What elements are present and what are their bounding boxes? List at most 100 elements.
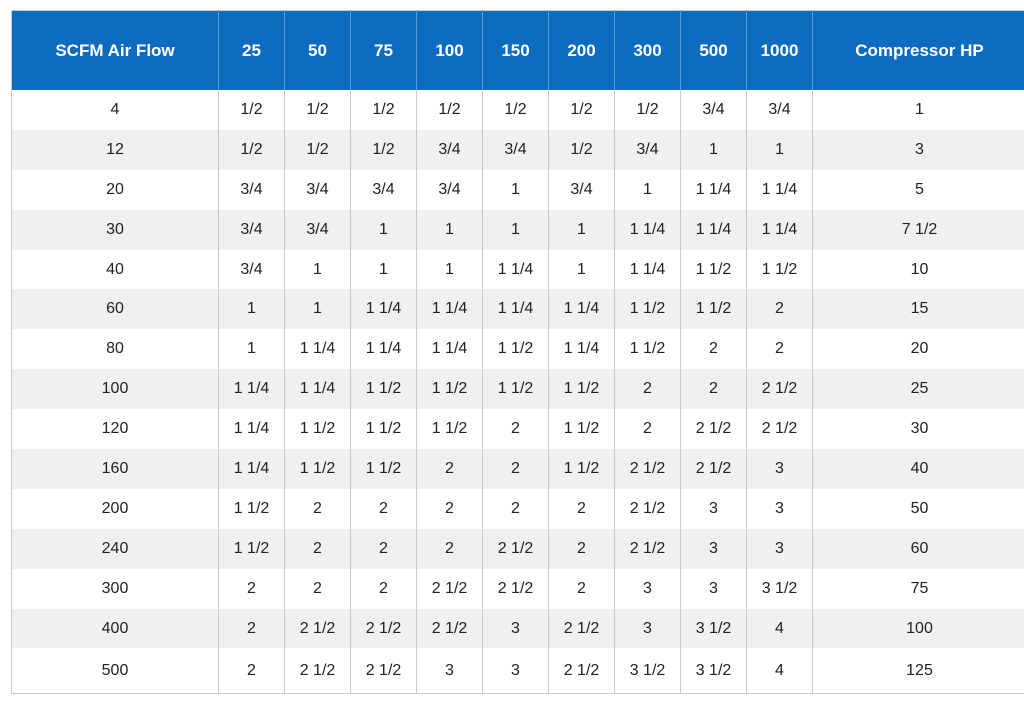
- column-header-pressure-25: 25: [218, 10, 285, 90]
- pipe-size-cell: 2: [218, 648, 285, 694]
- pipe-size-cell: 3: [614, 568, 681, 609]
- scfm-cell: 30: [11, 209, 219, 250]
- pipe-size-cell: 3/4: [614, 129, 681, 170]
- pipe-size-cell: 2: [350, 528, 417, 569]
- pipe-size-cell: 2 1/2: [746, 409, 813, 450]
- table-row: 12 1/2 1/2 1/2 3/4 3/4 1/2 3/4 1 1 3: [11, 129, 1024, 170]
- compressor-hp-cell: 40: [812, 449, 1024, 489]
- pipe-size-cell: 1 1/4: [218, 409, 285, 450]
- pipe-size-cell: 1/2: [350, 90, 417, 130]
- pipe-size-cell: 2: [284, 568, 351, 609]
- pipe-size-cell: 1: [680, 129, 747, 170]
- pipe-size-cell: 1/2: [614, 90, 681, 130]
- scfm-cell: 160: [11, 449, 219, 489]
- pipe-size-cell: 2: [680, 369, 747, 410]
- column-header-compressor-hp: Compressor HP: [812, 10, 1024, 90]
- pipe-size-table: SCFM Air Flow 25 50 75 100 150 200 300 500 1000 Co…: [11, 10, 1024, 695]
- pipe-size-cell: 1 1/2: [218, 488, 285, 529]
- pipe-size-cell: 2: [548, 488, 615, 529]
- pipe-size-cell: 1 1/4: [218, 369, 285, 410]
- pipe-size-cell: 3/4: [218, 249, 285, 290]
- scfm-cell: 500: [11, 648, 219, 694]
- scfm-cell: 240: [11, 528, 219, 569]
- pipe-size-cell: 1 1/2: [350, 369, 417, 410]
- pipe-size-cell: 1 1/2: [218, 528, 285, 569]
- scfm-cell: 4: [11, 90, 219, 130]
- table-row: 30 3/4 3/4 1 1 1 1 1 1/4 1 1/4 1 1/4 7 1/2: [11, 209, 1024, 250]
- scfm-cell: 12: [11, 129, 219, 170]
- pipe-size-cell: 2: [548, 568, 615, 609]
- pipe-size-cell: 1: [218, 289, 285, 330]
- pipe-size-cell: 2: [350, 488, 417, 529]
- pipe-size-cell: 1 1/4: [218, 449, 285, 489]
- pipe-size-cell: 3: [680, 528, 747, 569]
- pipe-size-cell: 1: [350, 209, 417, 250]
- pipe-size-cell: 2 1/2: [350, 608, 417, 649]
- pipe-size-cell: 2 1/2: [416, 608, 483, 649]
- pipe-size-cell: 3: [746, 528, 813, 569]
- compressor-hp-cell: 125: [812, 648, 1024, 694]
- pipe-size-cell: 1: [614, 169, 681, 210]
- compressor-hp-cell: 3: [812, 129, 1024, 170]
- pipe-size-cell: 2: [746, 329, 813, 370]
- pipe-size-cell: 1 1/4: [416, 289, 483, 330]
- pipe-size-cell: 1: [284, 249, 351, 290]
- pipe-size-cell: 1/2: [218, 90, 285, 130]
- pipe-size-cell: 3: [416, 648, 483, 694]
- pipe-size-cell: 2: [416, 449, 483, 489]
- pipe-size-cell: 2: [284, 528, 351, 569]
- pipe-size-cell: 1 1/4: [680, 209, 747, 250]
- compressor-hp-cell: 75: [812, 568, 1024, 609]
- pipe-size-cell: 1: [284, 289, 351, 330]
- pipe-size-cell: 2 1/2: [614, 449, 681, 489]
- pipe-size-cell: 3: [614, 608, 681, 649]
- pipe-size-cell: 1 1/2: [482, 329, 549, 370]
- pipe-size-cell: 3 1/2: [614, 648, 681, 694]
- column-header-pressure-500: 500: [680, 10, 747, 90]
- pipe-size-cell: 2: [350, 568, 417, 609]
- pipe-size-cell: 1 1/2: [548, 409, 615, 450]
- pipe-size-cell: 1 1/4: [614, 249, 681, 290]
- pipe-size-cell: 2: [614, 409, 681, 450]
- scfm-cell: 100: [11, 369, 219, 410]
- scfm-cell: 40: [11, 249, 219, 290]
- column-header-pressure-75: 75: [350, 10, 417, 90]
- column-header-pressure-300: 300: [614, 10, 681, 90]
- table-row: 120 1 1/4 1 1/2 1 1/2 1 1/2 2 1 1/2 2 2 1/2 2 1/2…: [11, 409, 1024, 450]
- column-header-pressure-1000: 1000: [746, 10, 813, 90]
- pipe-size-cell: 1 1/4: [482, 289, 549, 330]
- pipe-size-cell: 2: [218, 568, 285, 609]
- pipe-size-cell: 2 1/2: [614, 528, 681, 569]
- pipe-size-cell: 3 1/2: [746, 568, 813, 609]
- pipe-size-cell: 1 1/2: [482, 369, 549, 410]
- pipe-size-cell: 1 1/2: [680, 289, 747, 330]
- compressor-hp-cell: 50: [812, 488, 1024, 529]
- pipe-size-cell: 1/2: [218, 129, 285, 170]
- pipe-size-cell: 3/4: [482, 129, 549, 170]
- pipe-size-cell: 3: [746, 488, 813, 529]
- pipe-size-cell: 2 1/2: [350, 648, 417, 694]
- pipe-size-cell: 1: [416, 209, 483, 250]
- column-header-pressure-200: 200: [548, 10, 615, 90]
- pipe-size-cell: 1 1/2: [548, 449, 615, 489]
- pipe-size-cell: 2 1/2: [614, 488, 681, 529]
- pipe-size-cell: 1 1/2: [548, 369, 615, 410]
- pipe-size-cell: 3/4: [746, 90, 813, 130]
- pipe-size-cell: 3/4: [416, 129, 483, 170]
- pipe-size-cell: 2: [416, 488, 483, 529]
- scfm-cell: 20: [11, 169, 219, 210]
- scfm-cell: 120: [11, 409, 219, 450]
- pipe-size-cell: 2 1/2: [548, 648, 615, 694]
- pipe-size-cell: 1 1/2: [350, 449, 417, 489]
- scfm-cell: 400: [11, 608, 219, 649]
- column-header-pressure-50: 50: [284, 10, 351, 90]
- table-row: 60 1 1 1 1/4 1 1/4 1 1/4 1 1/4 1 1/2 1 1/2 2 15: [11, 289, 1024, 330]
- pipe-size-cell: 4: [746, 648, 813, 694]
- pipe-size-cell: 3/4: [284, 169, 351, 210]
- pipe-size-cell: 1 1/4: [680, 169, 747, 210]
- table-row: 4 1/2 1/2 1/2 1/2 1/2 1/2 1/2 3/4 3/4 1: [11, 90, 1024, 130]
- pipe-size-cell: 1 1/2: [350, 409, 417, 450]
- pipe-size-cell: 1 1/2: [284, 409, 351, 450]
- compressor-hp-cell: 7 1/2: [812, 209, 1024, 250]
- pipe-size-cell: 1/2: [350, 129, 417, 170]
